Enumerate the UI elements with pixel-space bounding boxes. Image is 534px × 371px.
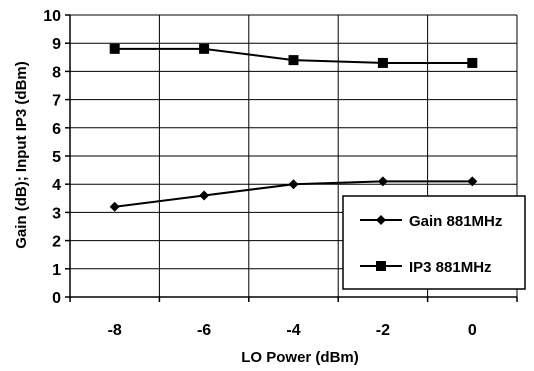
data-point-gain — [377, 176, 388, 187]
legend-label-gain: Gain 881MHz — [409, 213, 502, 230]
x-tick-label: -4 — [286, 322, 300, 339]
legend-box — [342, 195, 526, 290]
legend: Gain 881MHz IP3 881MHz — [342, 195, 526, 290]
x-tick-label: -8 — [108, 322, 122, 339]
series-lines — [109, 43, 478, 212]
data-point-gain — [288, 179, 299, 190]
data-point-ip3 — [377, 57, 388, 68]
x-tick-label: -6 — [197, 322, 211, 339]
y-tick-label: 10 — [43, 8, 61, 25]
y-tick-label: 2 — [52, 234, 61, 251]
x-axis-title: LO Power (dBm) — [241, 349, 359, 366]
data-point-ip3 — [288, 55, 299, 66]
legend-marker-diamond — [376, 215, 386, 225]
y-tick-label: 8 — [52, 64, 61, 81]
x-tick-label: 0 — [468, 322, 477, 339]
y-tick-label: 1 — [52, 262, 61, 279]
x-tick-label: -2 — [376, 322, 390, 339]
y-tick-label: 9 — [52, 36, 61, 53]
grid — [70, 14, 518, 297]
y-tick-label: 4 — [52, 177, 61, 194]
legend-label-ip3: IP3 881MHz — [409, 259, 492, 276]
axes — [65, 14, 518, 302]
data-point-gain — [199, 190, 210, 201]
tick-labels: 0 1 2 3 4 5 6 7 8 9 10 -8 -6 -4 -2 0 — [43, 8, 477, 339]
legend-marker-square — [376, 261, 386, 271]
y-tick-label: 5 — [52, 149, 61, 166]
y-axis-title: Gain (dB); Input IP3 (dBm) — [13, 61, 30, 248]
y-tick-label: 6 — [52, 121, 61, 138]
data-point-ip3 — [467, 57, 478, 68]
data-point-gain — [467, 176, 478, 187]
y-tick-label: 0 — [52, 290, 61, 307]
data-point-gain — [109, 201, 120, 212]
y-tick-label: 3 — [52, 205, 61, 222]
data-point-ip3 — [109, 43, 120, 54]
data-point-ip3 — [199, 43, 210, 54]
y-tick-label: 7 — [52, 93, 61, 110]
